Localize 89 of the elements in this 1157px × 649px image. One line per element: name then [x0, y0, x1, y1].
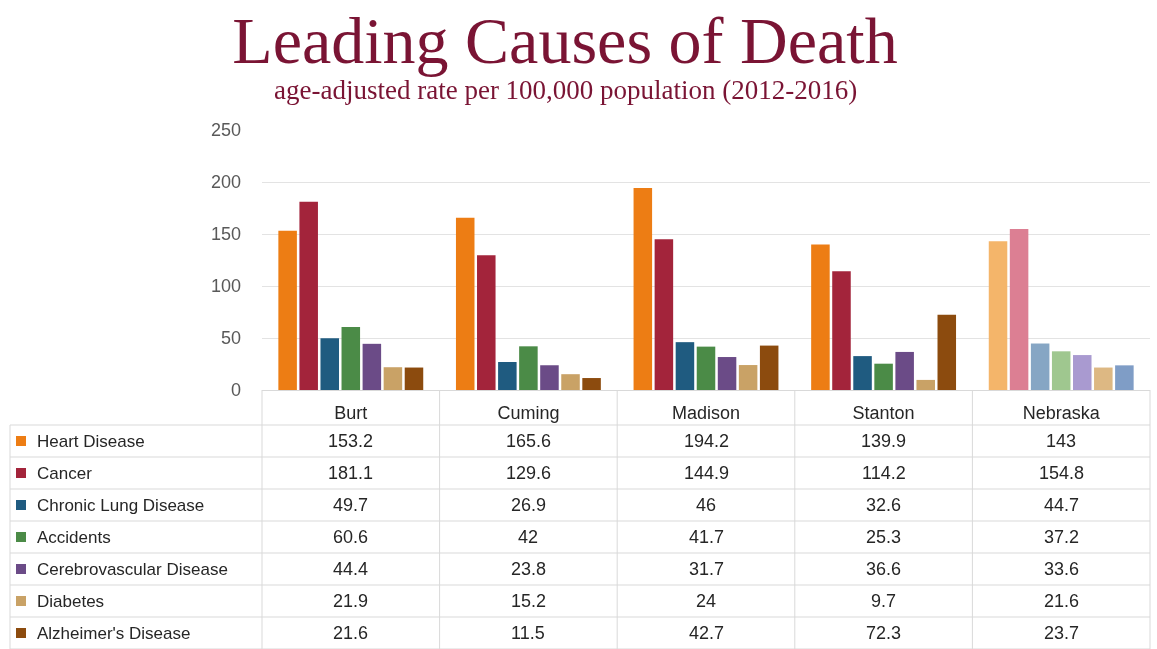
bar — [320, 338, 340, 390]
bar — [1115, 365, 1134, 390]
legend-label: Cancer — [37, 464, 93, 483]
y-tick-label: 200 — [210, 172, 241, 193]
bar — [853, 356, 872, 390]
bar — [895, 351, 914, 390]
bar — [498, 362, 517, 390]
x-tick-label: Burt — [334, 402, 368, 423]
legend-label: Chronic Lung Disease — [37, 496, 205, 515]
data-label: 44.7 — [1044, 495, 1080, 515]
bar — [383, 367, 403, 390]
bar — [717, 357, 737, 390]
bar — [1051, 351, 1071, 390]
data-label: 36.6 — [866, 559, 902, 579]
data-label: 21.6 — [333, 623, 369, 643]
data-label: 129.6 — [506, 463, 552, 483]
bar — [738, 365, 758, 390]
legend-label: Diabetes — [37, 592, 105, 611]
data-label: 46 — [696, 495, 717, 515]
data-label: 153.2 — [328, 431, 374, 451]
legend-label: Alzheimer's Disease — [37, 624, 191, 643]
bar — [477, 255, 496, 390]
bar — [1072, 355, 1092, 390]
data-label: 194.2 — [684, 431, 730, 451]
bar — [988, 241, 1008, 390]
data-label: 42 — [518, 527, 539, 547]
data-label: 31.7 — [689, 559, 725, 579]
bar — [341, 326, 361, 390]
bar — [916, 379, 935, 390]
data-label: 42.7 — [689, 623, 725, 643]
data-label: 37.2 — [1044, 527, 1080, 547]
bar — [540, 365, 559, 390]
x-tick-label: Nebraska — [1022, 402, 1101, 423]
data-label: 15.2 — [511, 591, 547, 611]
y-tick-label: 50 — [220, 328, 241, 349]
data-label: 139.9 — [861, 431, 907, 451]
legend-label: Accidents — [37, 528, 111, 547]
data-label: 44.4 — [333, 559, 369, 579]
data-label: 25.3 — [866, 527, 902, 547]
legend-label: Heart Disease — [37, 432, 145, 451]
bar — [675, 342, 695, 390]
bar — [455, 217, 475, 390]
data-label: 9.7 — [871, 591, 897, 611]
bar — [1009, 229, 1029, 390]
y-tick-label: 250 — [210, 120, 241, 141]
data-label: 23.7 — [1044, 623, 1080, 643]
x-tick-label: Stanton — [852, 402, 915, 423]
data-label: 72.3 — [866, 623, 902, 643]
bar — [278, 230, 297, 390]
y-tick-label: 0 — [230, 380, 241, 401]
data-label: 32.6 — [866, 495, 902, 515]
data-label: 11.5 — [511, 623, 545, 643]
legend-label: Cerebrovascular Disease — [37, 560, 228, 579]
bar — [759, 345, 779, 390]
x-tick-label: Cuming — [497, 402, 560, 423]
data-label: 165.6 — [506, 431, 552, 451]
data-label: 49.7 — [333, 495, 369, 515]
data-label: 181.1 — [328, 463, 374, 483]
data-label: 24 — [696, 591, 717, 611]
bar — [299, 201, 318, 390]
bar — [1094, 367, 1113, 390]
data-label: 143 — [1046, 431, 1077, 451]
bar — [561, 374, 580, 390]
data-label: 23.8 — [511, 559, 547, 579]
bar — [937, 314, 957, 390]
bar — [832, 271, 851, 390]
data-label: 33.6 — [1044, 559, 1080, 579]
data-label: 41.7 — [689, 527, 725, 547]
data-label: 26.9 — [511, 495, 547, 515]
bar — [696, 346, 716, 390]
data-label: 144.9 — [684, 463, 730, 483]
bar — [404, 367, 424, 390]
bar — [654, 239, 674, 390]
y-tick-label: 100 — [210, 276, 241, 297]
chart-title: Leading Causes of Death — [232, 4, 898, 78]
data-label: 21.6 — [1044, 591, 1080, 611]
bar — [811, 244, 830, 390]
bar — [519, 346, 538, 390]
bar — [1030, 343, 1050, 390]
bar — [582, 378, 601, 390]
data-label: 154.8 — [1039, 463, 1085, 483]
data-label: 21.9 — [333, 591, 369, 611]
data-label: 114.2 — [862, 463, 906, 483]
bar — [874, 363, 893, 390]
bar — [633, 188, 653, 390]
bar — [362, 343, 382, 390]
x-tick-label: Madison — [671, 402, 741, 423]
data-label: 60.6 — [333, 527, 369, 547]
y-tick-label: 150 — [210, 224, 241, 245]
